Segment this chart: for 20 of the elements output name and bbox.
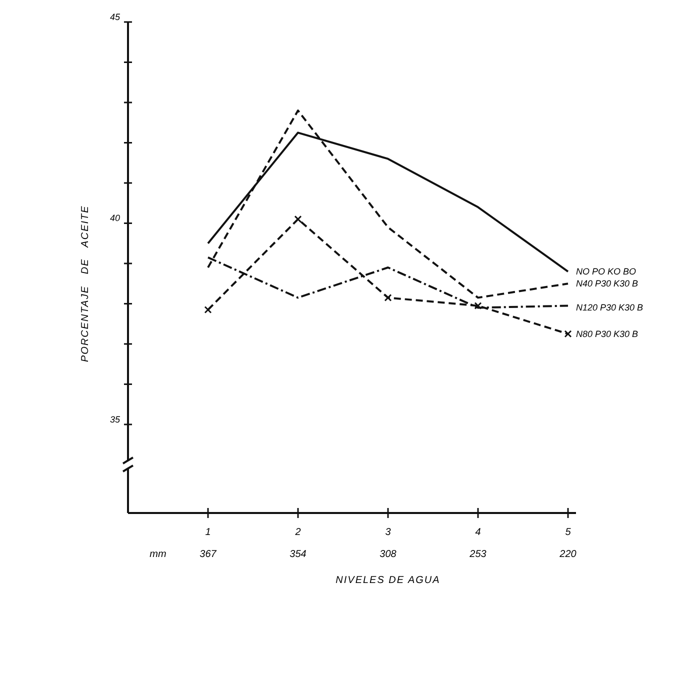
series-label: N80 P30 K30 B bbox=[576, 328, 638, 339]
series-label: N40 P30 K30 B bbox=[576, 278, 638, 289]
series-label: N120 P30 K30 B bbox=[576, 302, 644, 313]
text: 253 bbox=[468, 549, 487, 560]
y-tick-label: 45 bbox=[110, 12, 121, 22]
x-tick-label: 2 bbox=[294, 527, 302, 538]
text: 220 bbox=[558, 549, 577, 560]
text: 354 bbox=[290, 549, 307, 560]
text: 367 bbox=[200, 549, 217, 560]
x-tick-label: 3 bbox=[385, 527, 392, 538]
series-label: NO PO KO BO bbox=[576, 266, 636, 277]
x-tick-label: 4 bbox=[475, 527, 482, 538]
x-axis-title: NIVELES DE AGUA bbox=[336, 575, 440, 586]
y-tick-label: 35 bbox=[110, 414, 121, 424]
text: mm bbox=[150, 549, 166, 560]
text: 308 bbox=[380, 549, 397, 560]
y-tick-label: 40 bbox=[110, 213, 120, 224]
x-tick-label: 5 bbox=[565, 527, 572, 538]
x-tick-label: 1 bbox=[205, 527, 211, 538]
y-axis-title: PORCENTAJE DE ACEITE bbox=[80, 205, 91, 362]
